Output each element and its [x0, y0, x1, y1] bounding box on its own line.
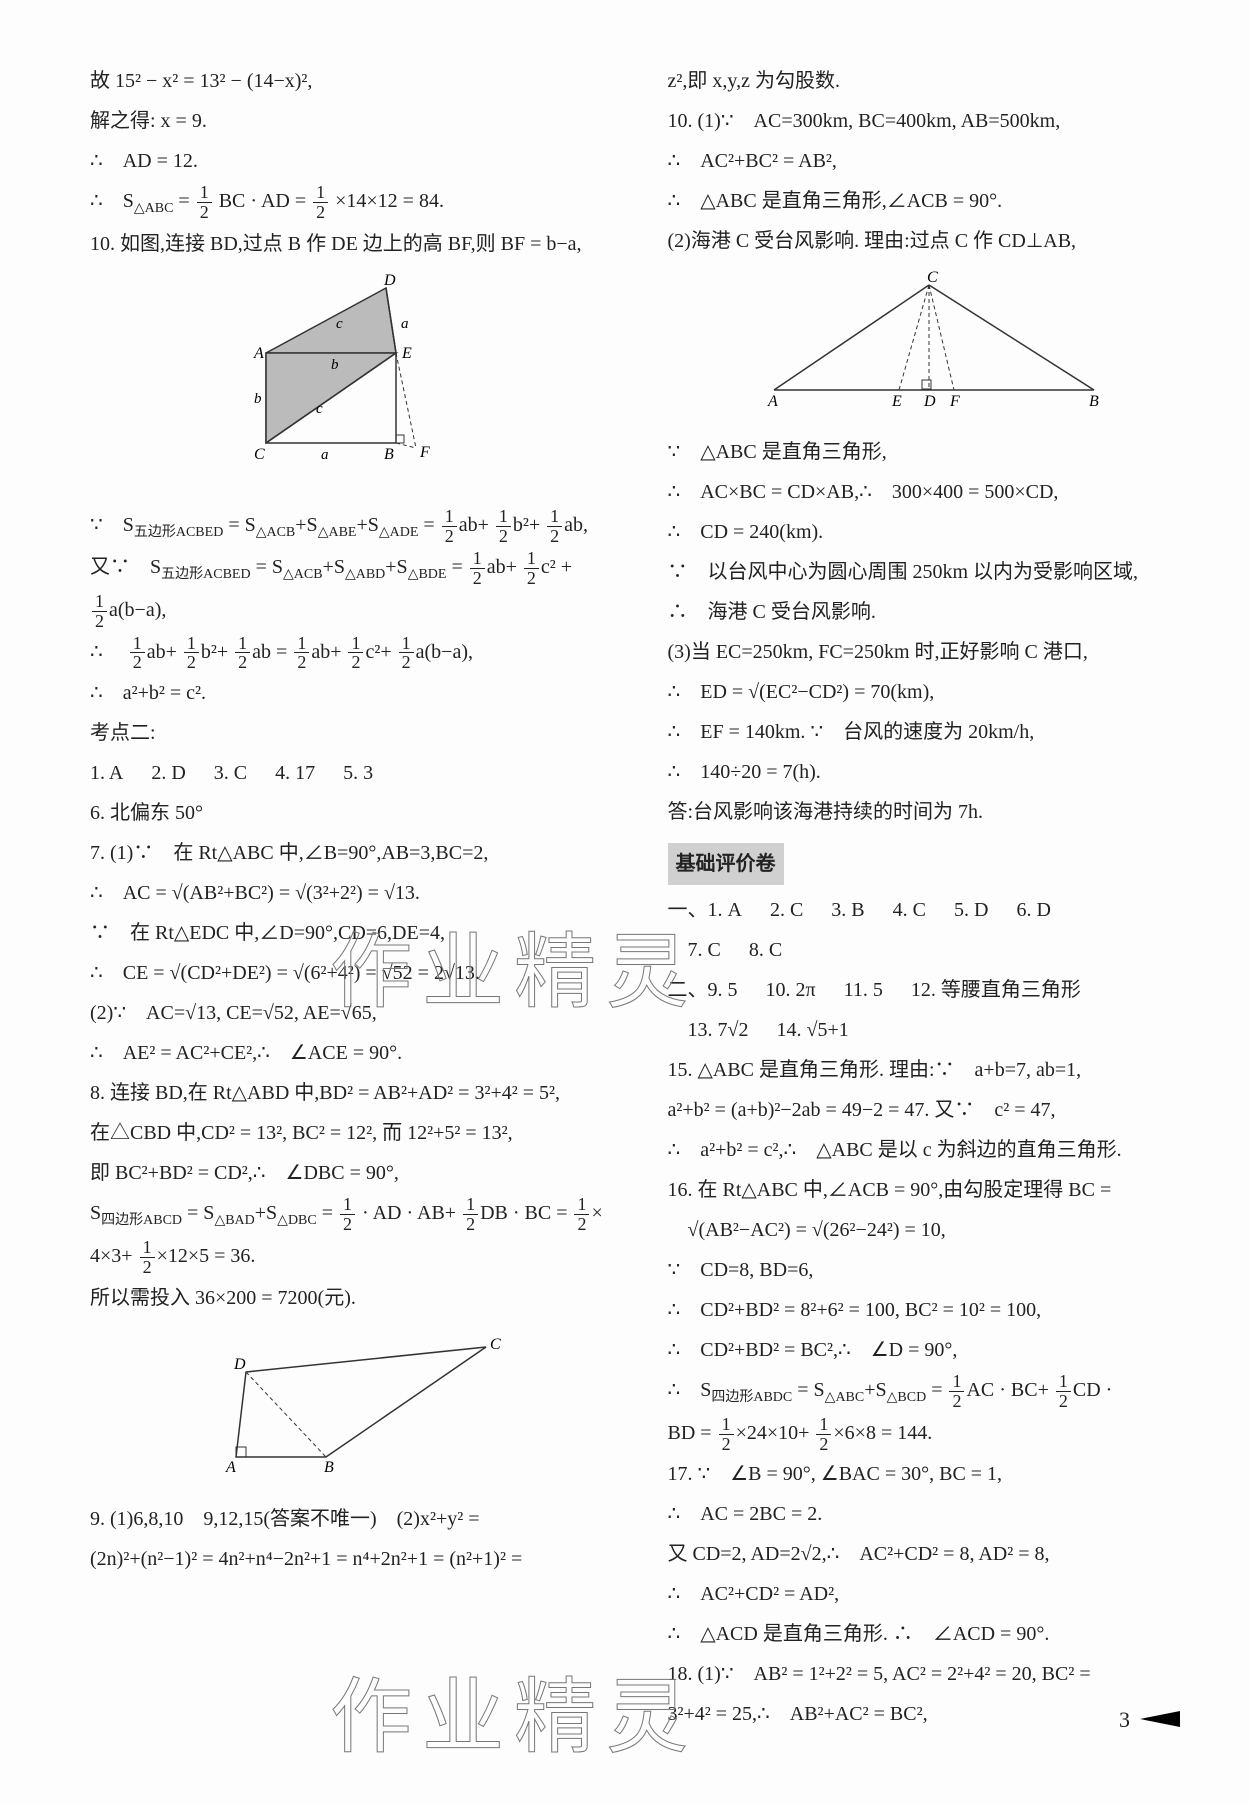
text: ∴ CD²+BD² = 8²+6² = 100, BC² = 10² = 100…: [668, 1291, 1201, 1329]
text: ∴ △ABC 是直角三角形,∠ACB = 90°.: [668, 182, 1201, 220]
text: ∴ EF = 140km. ∵ 台风的速度为 20km/h,: [668, 713, 1201, 751]
answer-row: 13. 7√214. √5+1: [668, 1011, 1201, 1049]
figure-quad: A B C D: [90, 1327, 623, 1490]
svg-text:A: A: [767, 393, 778, 410]
text: (2)∵ AC=√13, CE=√52, AE=√65,: [90, 994, 623, 1032]
svg-text:F: F: [419, 444, 430, 461]
text: √(AB²−AC²) = √(26²−24²) = 10,: [668, 1211, 1201, 1249]
text: ∴ AD = 12.: [90, 142, 623, 180]
text: ∴ 140÷20 = 7(h).: [668, 753, 1201, 791]
text: ∴ CD²+BD² = BC²,∴ ∠D = 90°,: [668, 1331, 1201, 1369]
text: ∴ S△ABC = 12 BC · AD = 12 ×14×12 = 84.: [90, 182, 623, 223]
text: 4×3+ 12×12×5 = 36.: [90, 1237, 623, 1277]
text: 又 CD=2, AD=2√2,∴ AC²+CD² = 8, AD² = 8,: [668, 1535, 1201, 1573]
text: (2)海港 C 受台风影响. 理由:过点 C 作 CD⊥AB,: [668, 222, 1201, 260]
answer-row: 二、9. 510. 2π11. 512. 等腰直角三角形: [668, 971, 1201, 1009]
svg-text:b: b: [254, 391, 262, 407]
answer-row: 一、1. A2. C3. B4. C5. D6. D: [668, 891, 1201, 929]
text: ∴ CE = √(CD²+DE²) = √(6²+4²) = √52 = 2√1…: [90, 954, 623, 992]
svg-text:F: F: [949, 393, 960, 410]
svg-text:D: D: [923, 393, 936, 410]
text: 18. (1)∵ AB² = 1²+2² = 5, AC² = 2²+4² = …: [668, 1655, 1201, 1693]
text: 故 15² − x² = 13² − (14−x)²,: [90, 62, 623, 100]
svg-text:D: D: [383, 273, 396, 289]
page-number: 3: [1119, 1699, 1180, 1741]
svg-text:A: A: [253, 345, 264, 362]
text: ∵ 在 Rt△EDC 中,∠D=90°,CD=6,DE=4,: [90, 914, 623, 952]
text: 在△CBD 中,CD² = 13², BC² = 12², 而 12²+5² =…: [90, 1114, 623, 1152]
text: 15. △ABC 是直角三角形. 理由:∵ a+b=7, ab=1,: [668, 1051, 1201, 1089]
svg-text:B: B: [384, 446, 394, 463]
text: 又∵ S五边形ACBED = S△ACB+S△ABD+S△BDE = 12ab+…: [90, 548, 623, 589]
text: ∴ S四边形ABDC = S△ABC+S△BCD = 12AC · BC+ 12…: [668, 1371, 1201, 1412]
text: ∴ a²+b² = c².: [90, 674, 623, 712]
svg-text:B: B: [1089, 393, 1099, 410]
text: ∴ AC²+CD² = AD²,: [668, 1575, 1201, 1613]
text: 8. 连接 BD,在 Rt△ABD 中,BD² = AB²+AD² = 3²+4…: [90, 1074, 623, 1112]
text: 所以需投入 36×200 = 7200(元).: [90, 1279, 623, 1317]
text: ∴ CD = 240(km).: [668, 513, 1201, 551]
text: 12a(b−a),: [90, 591, 623, 631]
text: ∵ 以台风中心为圆心周围 250km 以内为受影响区域,: [668, 553, 1201, 591]
figure-triangle: C A E D F B: [668, 270, 1201, 423]
text: ∴ AC²+BC² = AB²,: [668, 142, 1201, 180]
text: a²+b² = (a+b)²−2ab = 49−2 = 47. 又∵ c² = …: [668, 1091, 1201, 1129]
text: 考点二:: [90, 714, 623, 752]
text: ∴ 12ab+ 12b²+ 12ab = 12ab+ 12c²+ 12a(b−a…: [90, 633, 623, 673]
svg-text:b: b: [331, 357, 339, 373]
text: 10. 如图,连接 BD,过点 B 作 DE 边上的高 BF,则 BF = b−…: [90, 225, 623, 263]
text: ∴ 海港 C 受台风影响.: [668, 593, 1201, 631]
text: 9. (1)6,8,10 9,12,15(答案不唯一) (2)x²+y² =: [90, 1500, 623, 1538]
svg-text:D: D: [233, 1356, 246, 1373]
text: ∴ AC = √(AB²+BC²) = √(3²+2²) = √13.: [90, 874, 623, 912]
text: S四边形ABCD = S△BAD+S△DBC = 12 · AD · AB+ 1…: [90, 1194, 623, 1235]
text: 解之得: x = 9.: [90, 102, 623, 140]
text: (3)当 EC=250km, FC=250km 时,正好影响 C 港口,: [668, 633, 1201, 671]
figure-pentagon: A B C D E F a a b b c c: [90, 273, 623, 496]
text: ∴ AC×BC = CD×AB,∴ 300×400 = 500×CD,: [668, 473, 1201, 511]
svg-text:a: a: [321, 447, 329, 463]
svg-text:E: E: [401, 345, 412, 362]
text: BD = 12×24×10+ 12×6×8 = 144.: [668, 1414, 1201, 1454]
text: 16. 在 Rt△ABC 中,∠ACB = 90°,由勾股定理得 BC =: [668, 1171, 1201, 1209]
arrow-left-icon: [1140, 1711, 1180, 1727]
text: 17. ∵ ∠B = 90°, ∠BAC = 30°, BC = 1,: [668, 1455, 1201, 1493]
text: 6. 北偏东 50°: [90, 794, 623, 832]
section-header: 基础评价卷: [668, 843, 784, 885]
svg-text:C: C: [254, 446, 265, 463]
svg-text:C: C: [490, 1336, 501, 1353]
svg-text:a: a: [401, 316, 409, 332]
text: 10. (1)∵ AC=300km, BC=400km, AB=500km,: [668, 102, 1201, 140]
text: ∵ △ABC 是直角三角形,: [668, 433, 1201, 471]
text: ∴ AE² = AC²+CE²,∴ ∠ACE = 90°.: [90, 1034, 623, 1072]
text: ∵ S五边形ACBED = S△ACB+S△ABE+S△ADE = 12ab+ …: [90, 506, 623, 547]
svg-text:C: C: [927, 270, 938, 286]
svg-text:c: c: [316, 401, 323, 417]
text: ∴ △ACD 是直角三角形. ∴ ∠ACD = 90°.: [668, 1615, 1201, 1653]
text: 答:台风影响该海港持续的时间为 7h.: [668, 793, 1201, 831]
text: 即 BC²+BD² = CD²,∴ ∠DBC = 90°,: [90, 1154, 623, 1192]
svg-text:E: E: [891, 393, 902, 410]
text: ∴ AC = 2BC = 2.: [668, 1495, 1201, 1533]
answer-row: 1. A2. D3. C4. 175. 3: [90, 754, 623, 792]
text: 7. (1)∵ 在 Rt△ABC 中,∠B=90°,AB=3,BC=2,: [90, 834, 623, 872]
text: z²,即 x,y,z 为勾股数.: [668, 62, 1201, 100]
text: ∵ CD=8, BD=6,: [668, 1251, 1201, 1289]
svg-text:c: c: [336, 316, 343, 332]
text: ∴ ED = √(EC²−CD²) = 70(km),: [668, 673, 1201, 711]
text: (2n)²+(n²−1)² = 4n²+n⁴−2n²+1 = n⁴+2n²+1 …: [90, 1540, 623, 1578]
answer-row: 7. C8. C: [668, 931, 1201, 969]
text: ∴ a²+b² = c²,∴ △ABC 是以 c 为斜边的直角三角形.: [668, 1131, 1201, 1169]
svg-text:A: A: [225, 1459, 236, 1476]
svg-text:B: B: [324, 1459, 334, 1476]
